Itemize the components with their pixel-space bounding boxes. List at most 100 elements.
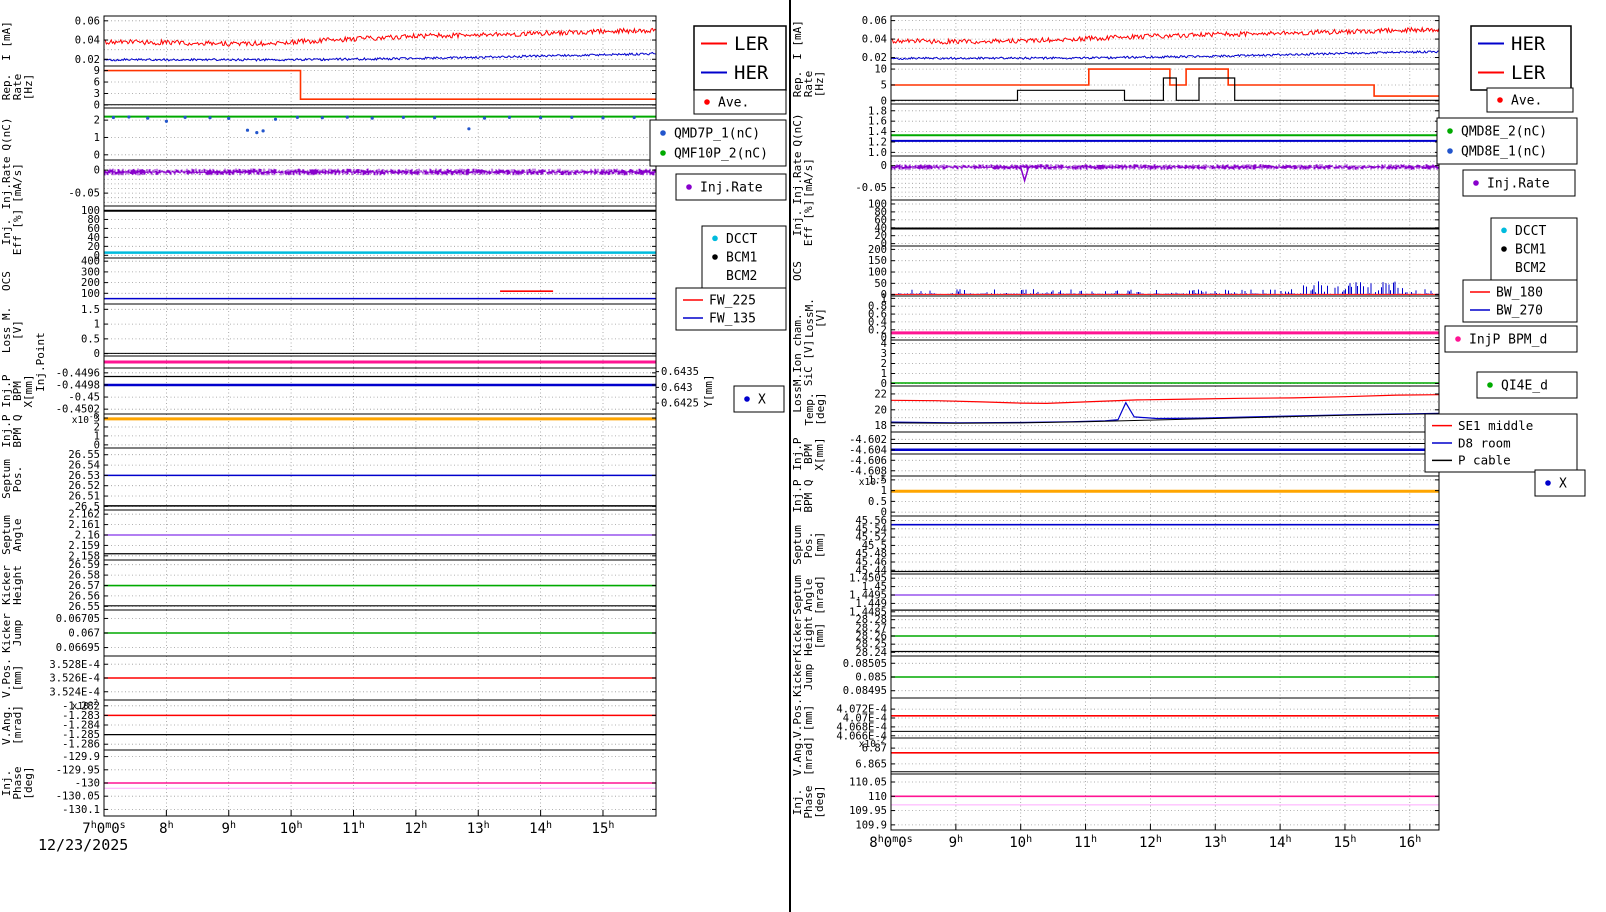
y-axis-label: Eff [%]	[11, 209, 24, 255]
legend-label: QMD8E_2(nC)	[1461, 125, 1547, 140]
y-tick-label: 2	[881, 358, 887, 370]
y-axis-label: BPM Q	[11, 414, 24, 447]
y-tick-label: -4.604	[849, 444, 887, 456]
y-axis-label: Septum	[0, 459, 13, 499]
y-tick-label: 40	[874, 222, 887, 234]
y-axis-label: X[mm]	[813, 437, 826, 470]
legend-label: FW_135	[709, 312, 756, 327]
panel-ler: 12/23/2025 0.06 0.04 0.02 I [mA] 9 6 3 0 Rep. Rat…	[0, 0, 789, 912]
y-axis-label: [mrad]	[802, 736, 815, 776]
subplot-current: 0.06 0.04 0.02 I [mA]	[791, 15, 1440, 65]
y-axis-label: V.Ang.	[791, 736, 804, 776]
y-tick-label: -0.05	[855, 182, 887, 194]
y-tick-label: 80	[874, 206, 887, 218]
legend-label: BCM1	[1515, 243, 1546, 258]
y-axis-label: [Hz]	[813, 71, 826, 98]
scale-note: x10-2	[859, 474, 885, 488]
y-tick-label: 1	[94, 430, 100, 442]
y-tick-label: 3.528E-4	[49, 659, 100, 671]
y-axis-label: Q(nC)	[791, 113, 804, 146]
y-tick-label: 1.5	[81, 304, 100, 316]
y-tick-label: 28.24	[855, 647, 887, 659]
y-axis-label: V.Pos.	[791, 698, 804, 738]
y-tick-label: 1.4	[868, 126, 887, 138]
y-tick-label: 0.06705	[56, 613, 100, 625]
legend-label: LER	[1511, 62, 1546, 84]
y-tick-label: 6.865	[855, 758, 887, 770]
y-axis-label: BPM	[11, 381, 24, 401]
y-axis-label: Angle	[11, 518, 24, 551]
y-tick-label: 0	[94, 348, 100, 360]
y-tick-label: -130	[75, 778, 100, 790]
y-tick-label: 0	[94, 149, 100, 161]
subplot-injp-bpm-x: -0.4496-0.4498-0.45-0.4502 0.6435 0.643 0.6…	[0, 366, 715, 416]
legend-box: InjP BPM_d	[1444, 325, 1578, 353]
time-tick-label: 12h	[404, 820, 427, 837]
subplot-temperature: 22 20 18 Temp.[deg]	[803, 385, 1440, 433]
time-tick-label: 10h	[280, 820, 303, 837]
y-tick-label: 26.59	[68, 559, 100, 571]
legend-label: QMF10P_2(nC)	[674, 147, 768, 162]
legend-box: QI4E_d	[1476, 371, 1578, 399]
y-axis-label: BPM Q	[802, 479, 815, 512]
y-tick-label: 0	[94, 99, 100, 111]
y-tick-label: 0.02	[862, 52, 887, 64]
y-tick-label: 40	[87, 232, 100, 244]
y-tick-label: 0	[881, 507, 887, 519]
subplot-injp-bpm-x: -4.602-4.604-4.606-4.608-0.2616-0.2617-0…	[791, 431, 1488, 477]
y-tick-label: 1.8	[868, 105, 887, 117]
y-tick-label: -1.283	[62, 710, 100, 722]
y-tick-label: 0.04	[75, 35, 100, 47]
y-tick-label: 0.085	[855, 672, 887, 684]
scale-note: x10-2	[859, 736, 885, 750]
time-tick-label: 8h	[159, 820, 173, 837]
y-axis-label: Rep.	[791, 71, 804, 98]
y-axis-label: Septum	[0, 515, 13, 555]
y-tick-label: 45.54	[855, 523, 887, 535]
y-axis-label: [V]	[814, 308, 827, 328]
time-tick-label: 9h	[949, 834, 963, 851]
y-axis-label: LossM.	[803, 298, 816, 338]
y-tick-label: 1.45	[862, 581, 887, 593]
y-tick-label: 4	[881, 338, 887, 350]
y-tick-label: 26.55	[68, 449, 100, 461]
y-tick-label: -4.602	[849, 434, 887, 446]
y-tick-label: 28.26	[855, 631, 887, 643]
y-axis-label: V.Ang.	[0, 705, 13, 745]
y-axis-label: Height	[802, 616, 815, 656]
y-tick-label: 9	[94, 65, 100, 77]
time-axis: 8h0m0s 9h 10h 11h 12h 13h 14h 15h 16h	[869, 824, 1421, 851]
right-tick-label: 0.6435	[661, 366, 699, 378]
legend-label: X	[1559, 477, 1567, 492]
y-axis-label: OCS	[791, 261, 804, 281]
right-axis-label: Y[mm]	[702, 374, 715, 407]
y-tick-label: 200	[81, 277, 100, 289]
y-tick-label: 0.4	[868, 316, 887, 328]
right-tick-label: 0.643	[661, 382, 693, 394]
y-axis-label: OCS	[0, 271, 13, 291]
legend-label: QMD8E_1(nC)	[1461, 145, 1547, 160]
y-tick-label: -0.4502	[56, 404, 100, 416]
y-tick-label: 45.52	[855, 532, 887, 544]
y-axis-label: Q(nC)	[0, 117, 13, 150]
y-tick-label: 4.066E-4	[836, 730, 887, 742]
y-tick-label: 109.95	[849, 805, 887, 817]
legend-box: HER LER	[1470, 25, 1572, 91]
y-tick-label: 0.06695	[56, 642, 100, 654]
legend-label: X	[758, 393, 766, 408]
y-tick-label: 26.55	[68, 601, 100, 613]
y-tick-label: 3.526E-4	[49, 673, 100, 685]
y-tick-label: 109.9	[855, 819, 887, 831]
y-tick-label: 2.159	[68, 540, 100, 552]
scale-note: x10-6	[72, 412, 99, 426]
right-tick-label: 0.6425	[661, 398, 699, 410]
